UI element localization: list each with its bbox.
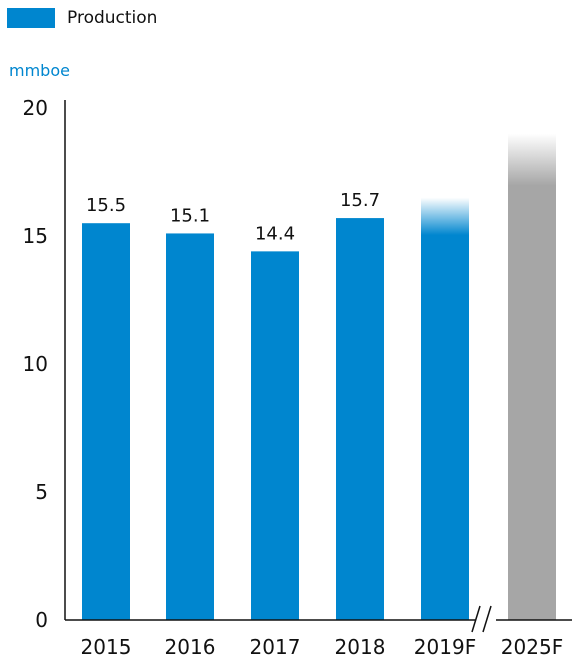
y-tick-label-10: 10 (23, 352, 48, 376)
x-tick-label-2017: 2017 (250, 635, 301, 659)
x-tick-label-2015: 2015 (81, 635, 132, 659)
x-tick-label-2018: 2018 (335, 635, 386, 659)
y-tick-label-5: 5 (35, 480, 48, 504)
x-tick-label-2016: 2016 (165, 635, 216, 659)
x-tick-label-2025f: 2025F (501, 635, 563, 659)
data-label-2018: 15.7 (340, 190, 380, 211)
bar-2016 (166, 233, 214, 620)
data-label-2015: 15.5 (86, 195, 126, 216)
y-tick-label-20: 20 (23, 96, 48, 120)
bar-2015 (82, 223, 130, 620)
data-label-2016: 15.1 (170, 205, 210, 226)
bar-2017 (251, 251, 299, 620)
bar-2019f-solid (421, 236, 469, 620)
x-tick-label-2019f: 2019F (414, 635, 476, 659)
bar-2018 (336, 218, 384, 620)
bar-2025f-solid (508, 187, 556, 620)
axis-break-mark-left (472, 606, 480, 632)
bar-2019f (421, 198, 469, 620)
bar-2025f (508, 134, 556, 620)
axis-break-mark-right (483, 606, 491, 632)
y-tick-label-15: 15 (23, 224, 48, 248)
bar-2025f-fade (508, 134, 556, 189)
bars-group (82, 134, 556, 620)
data-label-2017: 14.4 (255, 223, 295, 244)
y-tick-label-0: 0 (35, 608, 48, 632)
bar-2019f-fade (421, 198, 469, 237)
axes-group (65, 100, 572, 632)
